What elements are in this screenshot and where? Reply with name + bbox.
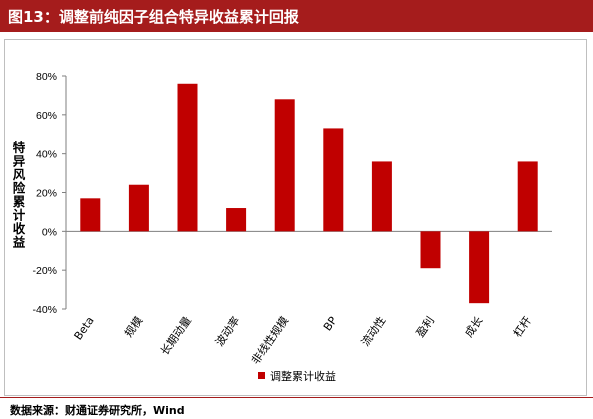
bar-规模 bbox=[128, 184, 149, 232]
bar-成长 bbox=[469, 231, 490, 304]
x-tick-label: Beta bbox=[72, 314, 97, 342]
bar-长期动量 bbox=[177, 83, 198, 232]
y-tick-label: -40% bbox=[32, 304, 57, 316]
x-tick-label: 流动性 bbox=[358, 314, 388, 349]
x-tick-label: BP bbox=[321, 314, 340, 333]
y-axis-title: 特异风险累计收益 bbox=[13, 140, 26, 250]
x-tick-label: 非线性规模 bbox=[248, 314, 291, 367]
y-tick-label: 80% bbox=[36, 71, 57, 83]
y-tick-label: 20% bbox=[36, 188, 57, 200]
bar-流动性 bbox=[371, 161, 392, 232]
bar-波动率 bbox=[226, 208, 247, 232]
legend-swatch bbox=[258, 372, 265, 379]
legend: 调整累计收益 bbox=[258, 369, 336, 383]
x-tick-label: 成长 bbox=[462, 314, 485, 339]
y-tick-label: 40% bbox=[36, 149, 57, 161]
bar-Beta bbox=[80, 198, 101, 232]
legend-label: 调整累计收益 bbox=[270, 369, 336, 383]
source-note: 数据来源：财通证券研究所，Wind bbox=[10, 404, 185, 417]
bar-盈利 bbox=[420, 231, 441, 269]
y-tick-label: -20% bbox=[32, 265, 57, 277]
bar-BP bbox=[323, 128, 344, 232]
bar-series bbox=[80, 83, 538, 304]
x-tick-label: 长期动量 bbox=[158, 314, 194, 357]
x-tick-label: 规模 bbox=[121, 314, 145, 340]
x-tick-label: 杠杆 bbox=[510, 314, 534, 340]
y-tick-label: 0% bbox=[42, 226, 57, 238]
bar-非线性规模 bbox=[274, 99, 295, 232]
chart-panel bbox=[4, 39, 587, 396]
x-tick-label: 盈利 bbox=[414, 314, 437, 339]
x-tick-label: 波动率 bbox=[212, 314, 242, 349]
footer-divider bbox=[0, 397, 593, 398]
x-tick-labels: Beta 规模 长期动量 波动率 非线性规模 BP 流动性 盈利 成长 杠杆 bbox=[72, 314, 535, 367]
figure-title: 图13：调整前纯因子组合特异收益累计回报 bbox=[8, 8, 299, 26]
bar-杠杆 bbox=[517, 161, 538, 232]
y-axis-label: 特异风险累计收益 bbox=[13, 140, 26, 250]
y-tick-labels: 80% 60% 40% 20% 0% -20% -40% bbox=[32, 71, 66, 316]
figure-header: 图13：调整前纯因子组合特异收益累计回报 bbox=[0, 0, 593, 32]
y-tick-label: 60% bbox=[36, 110, 57, 122]
